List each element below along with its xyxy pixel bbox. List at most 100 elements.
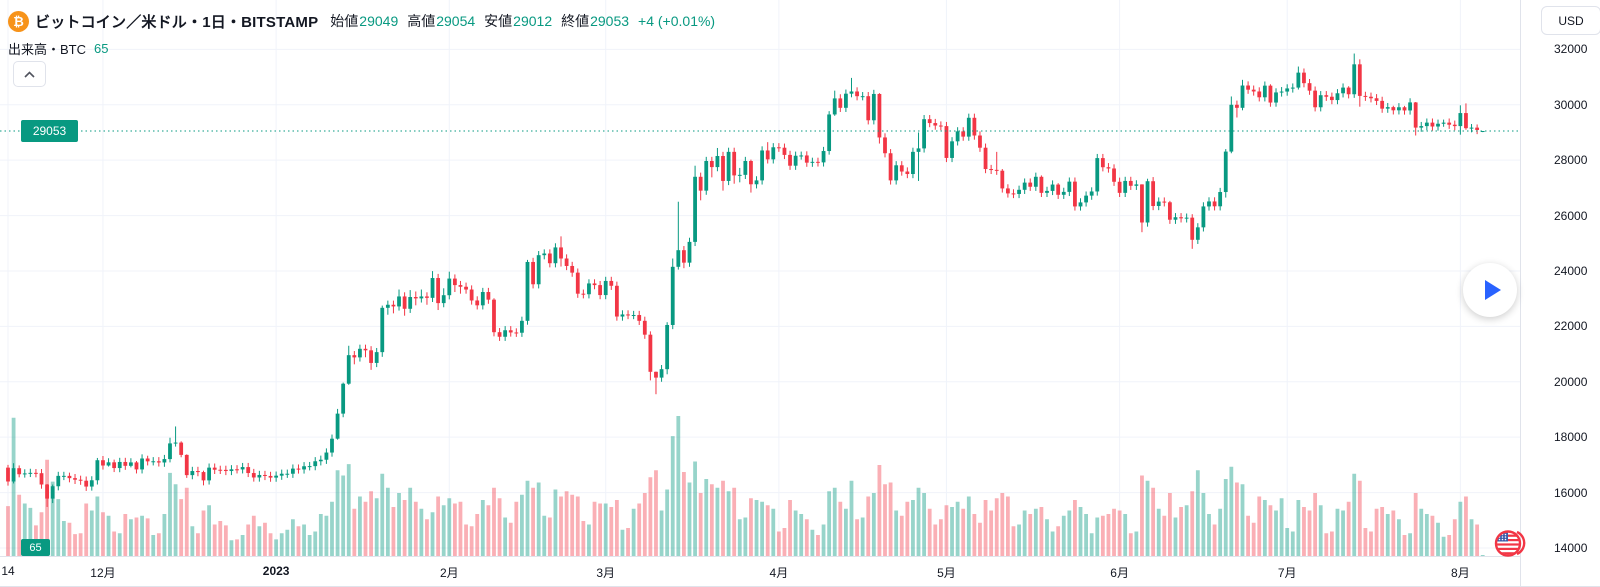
volume-bar xyxy=(430,512,435,556)
candle-body xyxy=(564,258,569,266)
candle-body xyxy=(1408,102,1412,111)
collapse-legend-button[interactable] xyxy=(13,61,46,87)
candle-body xyxy=(927,119,932,124)
volume-bar xyxy=(503,517,508,556)
candle-body xyxy=(279,473,284,476)
candle-body xyxy=(704,160,709,191)
volume-bar xyxy=(609,507,614,556)
volume-bar xyxy=(441,505,446,556)
candle-body xyxy=(1302,72,1306,84)
volume-bar xyxy=(1235,482,1239,556)
symbol-title[interactable]: ビットコイン／米ドル・1日・BITSTAMP xyxy=(35,13,319,31)
volume-bar xyxy=(1430,515,1435,556)
volume-bar xyxy=(933,524,938,556)
candle-body xyxy=(737,174,742,176)
volume-bar xyxy=(520,494,524,556)
volume-bar xyxy=(1458,501,1463,556)
candle-body xyxy=(866,96,871,121)
volume-bar xyxy=(45,459,50,556)
volume-bar xyxy=(776,531,781,556)
candle-body xyxy=(989,169,994,171)
candle-body xyxy=(419,296,424,299)
candle-body xyxy=(871,93,876,121)
candle-body xyxy=(1413,102,1418,128)
candle-body xyxy=(497,332,502,337)
price-tick-label: 16000 xyxy=(1554,485,1588,500)
candle-body xyxy=(1397,107,1401,111)
candle-body xyxy=(905,171,910,175)
play-button[interactable] xyxy=(1463,263,1517,317)
candle-body xyxy=(352,355,357,358)
open-value: 29049 xyxy=(359,13,399,29)
high-value: 29054 xyxy=(436,13,476,29)
candle-body xyxy=(1318,95,1323,108)
volume-bar xyxy=(542,515,547,556)
us-flag-event-icon[interactable] xyxy=(1493,527,1526,560)
candle-body xyxy=(173,442,178,444)
chevron-up-icon xyxy=(24,70,35,78)
volume-bar xyxy=(1022,510,1027,556)
candle-body xyxy=(112,462,117,469)
volume-bar xyxy=(536,482,541,556)
candle-body xyxy=(950,141,954,158)
volume-bar xyxy=(207,505,211,556)
price-tick-label: 28000 xyxy=(1554,153,1588,168)
candle-body xyxy=(709,160,714,168)
volume-bar xyxy=(380,473,385,556)
volume-bar xyxy=(1117,510,1122,556)
volume-bar xyxy=(955,501,960,556)
volume-bar xyxy=(352,508,357,556)
volume-bar xyxy=(492,487,496,556)
candle-body xyxy=(994,169,999,171)
volume-bar xyxy=(173,484,178,556)
volume-bar xyxy=(212,524,217,556)
candle-body xyxy=(1352,64,1357,95)
volume-bar xyxy=(1240,484,1245,556)
candle-body xyxy=(207,467,211,481)
candle-body xyxy=(1212,201,1217,207)
candle-body xyxy=(290,468,295,474)
volume-bar xyxy=(324,515,329,556)
time-tick-label: 2月 xyxy=(439,566,459,580)
volume-bar xyxy=(514,501,519,556)
volume-bar xyxy=(196,533,200,556)
candle-body xyxy=(385,304,390,308)
time-scale[interactable]: 14 12月 2023 2月 3月 4月 5月 6月 7月 8月 xyxy=(0,556,1600,586)
volume-bar xyxy=(832,487,837,556)
currency-button[interactable]: USD xyxy=(1541,6,1600,35)
candle-body xyxy=(391,304,396,307)
candle-body xyxy=(397,296,401,307)
volume-bar xyxy=(425,519,429,556)
price-scale[interactable]: USD 32000 30000 28000 26000 24000 22000 20000 1… xyxy=(1520,0,1600,586)
time-tick-label: 6月 xyxy=(1110,566,1129,580)
volume-bar xyxy=(877,465,882,556)
volume-bar xyxy=(480,500,485,556)
volume-bar xyxy=(1089,533,1094,556)
volume-bar xyxy=(849,480,854,556)
candle-body xyxy=(626,314,630,316)
volume-bar xyxy=(313,531,318,556)
volume-bar xyxy=(788,500,792,556)
volume-bar xyxy=(374,498,379,556)
volume-bar xyxy=(978,522,982,556)
candle-body xyxy=(525,261,530,321)
volume-bar xyxy=(620,529,625,556)
candle-body xyxy=(28,472,33,474)
candle-body xyxy=(966,117,971,137)
candle-body xyxy=(201,472,206,481)
candle-body xyxy=(503,330,508,337)
volume-bar xyxy=(391,507,396,556)
time-tick-label: 12月 xyxy=(90,566,116,580)
candle-body xyxy=(1005,188,1010,194)
volume-bar xyxy=(1011,526,1016,556)
candle-body xyxy=(1033,176,1038,187)
volume-bar xyxy=(1469,519,1474,556)
candle-body xyxy=(676,250,681,267)
volume-bar xyxy=(938,519,943,556)
candle-body xyxy=(1184,217,1189,219)
candle-body xyxy=(754,180,759,185)
volume-bar xyxy=(1341,510,1345,556)
volume-bar xyxy=(866,496,871,556)
candle-body xyxy=(855,91,859,97)
